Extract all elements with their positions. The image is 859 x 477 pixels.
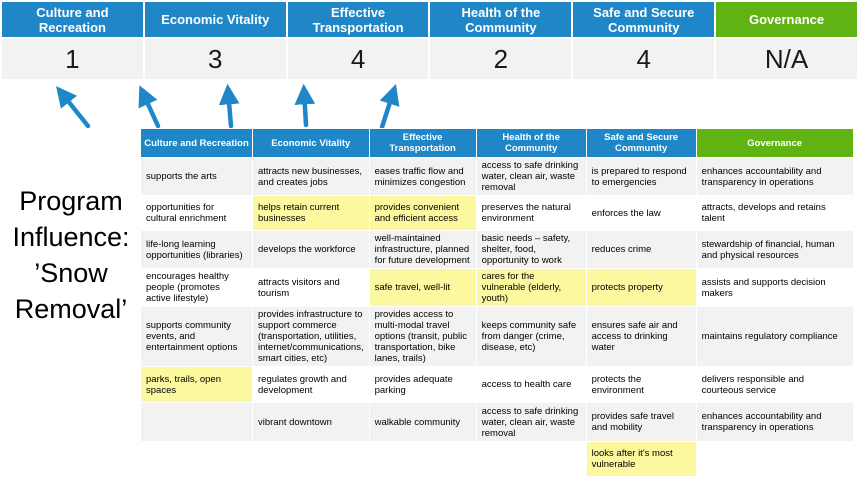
priority-score-health-of-the-community: 2	[430, 39, 572, 79]
matrix-cell: reduces crime	[585, 230, 697, 269]
matrix-cell: walkable community	[368, 402, 477, 442]
matrix-cell: stewardship of financial, human and phys…	[695, 230, 854, 269]
priority-score-table: Culture and Recreation 1 Economic Vitality…	[2, 2, 857, 79]
matrix-cell	[140, 441, 253, 477]
matrix-cell: assists and supports decision makers	[695, 268, 854, 307]
matrix-cell: provides infrastructure to support comme…	[252, 306, 370, 367]
matrix-header-effective-transportation: Effective Transportation	[368, 128, 477, 158]
priority-header-economic-vitality: Economic Vitality	[144, 2, 286, 37]
matrix-cell: cares for the vulnerable (elderly, youth…	[475, 268, 587, 307]
matrix-cell: protects the environment	[585, 366, 697, 403]
matrix-cell: attracts new businesses, and creates job…	[252, 157, 370, 196]
priority-score-economic-vitality: 3	[144, 39, 286, 79]
matrix-cell: enhances accountability and transparency…	[695, 402, 854, 442]
matrix-cell: maintains regulatory compliance	[695, 306, 854, 367]
matrix-cell: protects property	[585, 268, 697, 307]
matrix-cell: regulates growth and development	[252, 366, 370, 403]
up-arrow-icon	[56, 86, 91, 129]
matrix-cell: supports the arts	[140, 157, 253, 196]
up-arrow-icon	[138, 85, 161, 129]
matrix-row: encourages healthy people (promotes acti…	[140, 268, 854, 307]
matrix-cell: access to safe drinking water, clean air…	[475, 402, 587, 442]
up-arrow-icon	[294, 83, 316, 128]
priority-score-culture-and-recreation: 1	[2, 39, 143, 79]
priority-header-culture-and-recreation: Culture and Recreation	[2, 2, 143, 37]
arrows-layer	[56, 83, 400, 130]
matrix-cell: vibrant downtown	[252, 402, 370, 442]
matrix-row: vibrant downtown walkable community access…	[140, 402, 854, 442]
priority-matrix-table: Culture and Recreation Economic Vitality E…	[140, 128, 854, 477]
matrix-row: parks, trails, open spaces regulates grow…	[140, 366, 854, 403]
matrix-cell: looks after it's most vulnerable	[585, 441, 697, 477]
matrix-cell: keeps community safe from danger (crime,…	[475, 306, 587, 367]
priority-score-governance: N/A	[716, 39, 857, 79]
matrix-row: looks after it's most vulnerable	[140, 441, 854, 477]
matrix-cell	[368, 441, 477, 477]
priority-score-safe-and-secure-community: 4	[573, 39, 715, 79]
matrix-cell: safe travel, well-lit	[368, 268, 477, 307]
matrix-header-economic-vitality: Economic Vitality	[252, 128, 370, 158]
matrix-cell: provides safe travel and mobility	[585, 402, 697, 442]
matrix-row: supports the arts attracts new businesses…	[140, 157, 854, 196]
matrix-cell: access to health care	[475, 366, 587, 403]
matrix-cell: attracts visitors and tourism	[252, 268, 370, 307]
matrix-cell: provides adequate parking	[368, 366, 477, 403]
matrix-cell: attracts, develops and retains talent	[695, 195, 854, 231]
matrix-cell	[695, 441, 854, 477]
matrix-row: opportunities for cultural enrichment hel…	[140, 195, 854, 231]
matrix-cell: preserves the natural environment	[475, 195, 587, 231]
matrix-cell: access to safe drinking water, clean air…	[475, 157, 587, 196]
up-arrow-icon	[379, 84, 400, 130]
priority-header-safe-and-secure-community: Safe and Secure Community	[573, 2, 715, 37]
matrix-cell: opportunities for cultural enrichment	[140, 195, 253, 231]
matrix-header-culture-and-recreation: Culture and Recreation	[140, 128, 253, 158]
priority-header-governance: Governance	[716, 2, 857, 37]
matrix-cell: provides access to multi-modal travel op…	[368, 306, 477, 367]
matrix-cell: supports community events, and entertain…	[140, 306, 253, 367]
matrix-cell: ensures safe air and access to drinking …	[585, 306, 697, 367]
matrix-cell: parks, trails, open spaces	[140, 366, 253, 403]
matrix-cell: encourages healthy people (promotes acti…	[140, 268, 253, 307]
matrix-cell: life-long learning opportunities (librar…	[140, 230, 253, 269]
matrix-cell: enhances accountability and transparency…	[695, 157, 854, 196]
matrix-cell: develops the workforce	[252, 230, 370, 269]
matrix-cell: provides convenient and efficient access	[368, 195, 477, 231]
matrix-row: supports community events, and entertain…	[140, 306, 854, 367]
matrix-cell	[475, 441, 587, 477]
matrix-cell: helps retain current businesses	[252, 195, 370, 231]
matrix-cell: well-maintained infrastructure, planned …	[368, 230, 477, 269]
program-influence-label: Program Influence: ’Snow Removal’	[12, 186, 130, 324]
matrix-cell: basic needs – safety, shelter, food, opp…	[475, 230, 587, 269]
up-arrow-icon	[218, 83, 240, 129]
matrix-cell	[252, 441, 370, 477]
matrix-row: life-long learning opportunities (librar…	[140, 230, 854, 269]
matrix-header-safe-and-secure-community: Safe and Secure Community	[585, 128, 697, 158]
matrix-cell: is prepared to respond to emergencies	[585, 157, 697, 196]
matrix-cell: eases traffic flow and minimizes congest…	[368, 157, 477, 196]
priority-score-effective-transportation: 4	[287, 39, 429, 79]
matrix-header-health-of-the-community: Health of the Community	[475, 128, 587, 158]
matrix-cell	[140, 402, 253, 442]
matrix-cell: enforces the law	[585, 195, 697, 231]
matrix-header-governance: Governance	[695, 128, 854, 158]
priority-header-effective-transportation: Effective Transportation	[287, 2, 429, 37]
matrix-cell: delivers responsible and courteous servi…	[695, 366, 854, 403]
priority-header-health-of-the-community: Health of the Community	[430, 2, 572, 37]
